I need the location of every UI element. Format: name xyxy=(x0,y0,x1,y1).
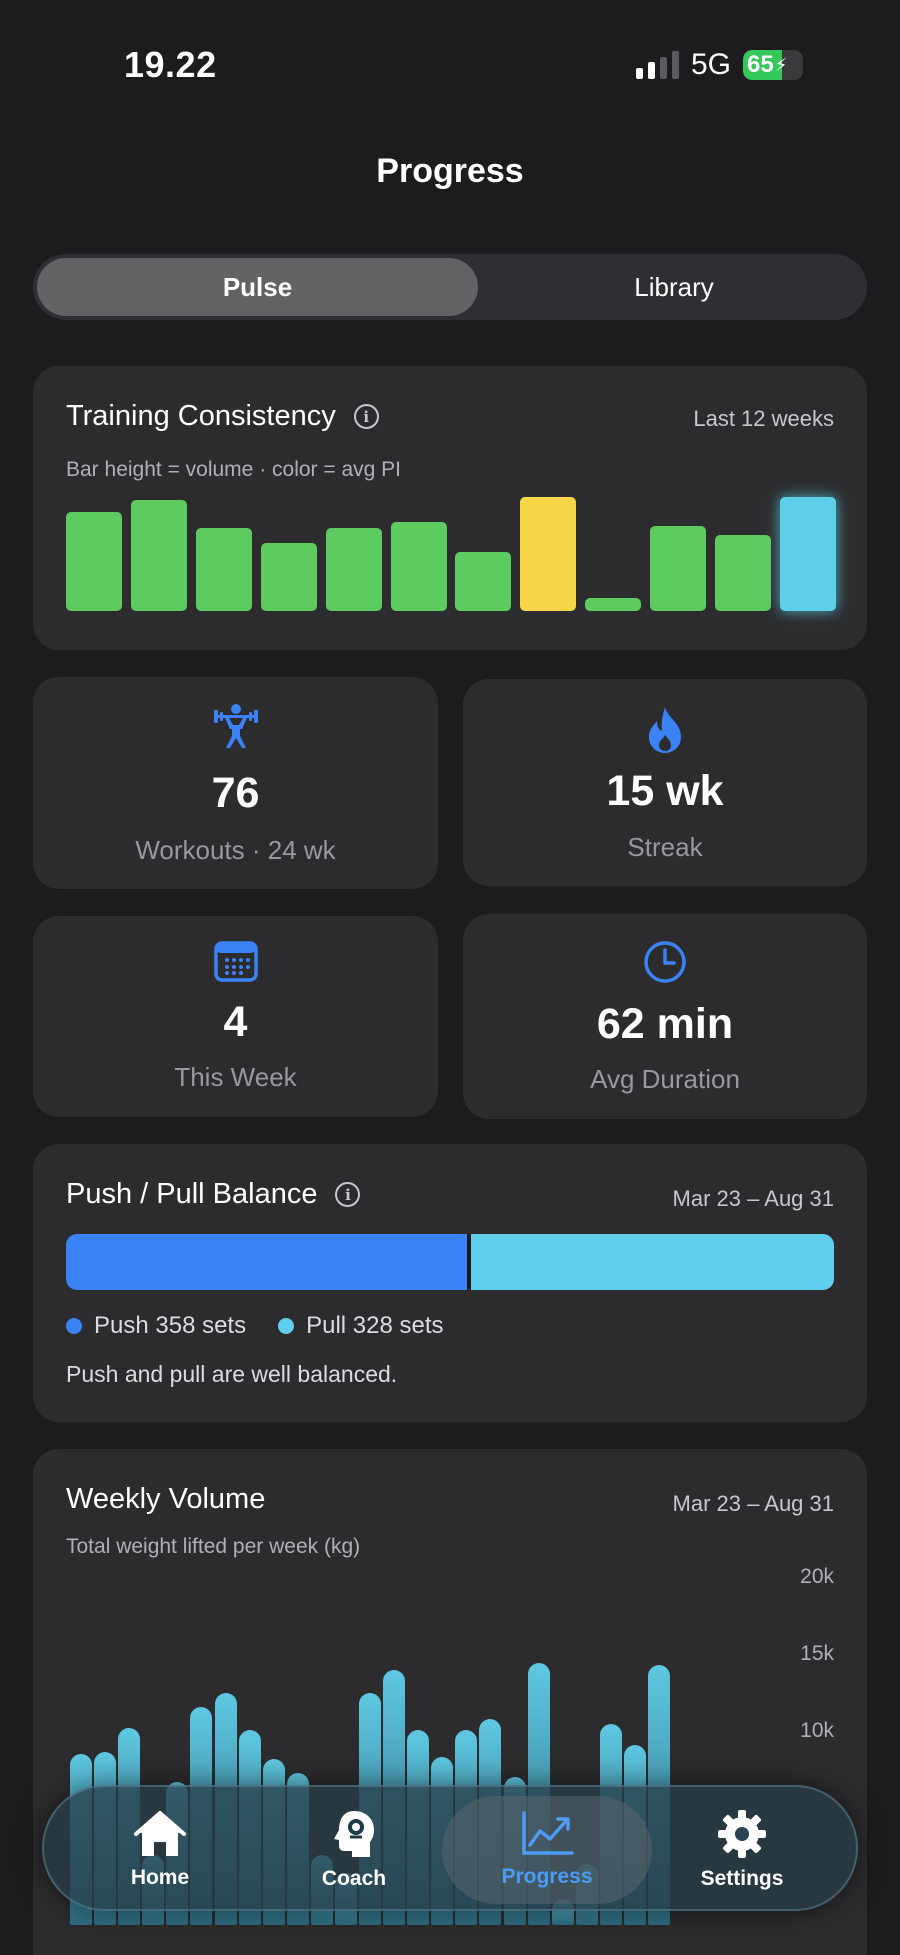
weekly-volume-range: Mar 23 – Aug 31 xyxy=(672,1491,834,1516)
consistency-bar xyxy=(585,598,641,611)
weekly-volume-title: Weekly Volume xyxy=(66,1483,265,1516)
consistency-bar xyxy=(131,500,187,611)
legend-pull: Pull 328 sets xyxy=(278,1312,444,1340)
stat-card-avg-duration: 62 min Avg Duration xyxy=(463,914,867,1119)
calendar-icon xyxy=(33,940,438,982)
consistency-bar xyxy=(66,512,122,611)
chart-line-icon xyxy=(522,1811,574,1855)
balance-legend: Push 358 sets Pull 328 sets xyxy=(66,1312,444,1340)
consistency-subtitle: Bar height = volume · color = avg PI xyxy=(66,458,402,481)
this-week-value: 4 xyxy=(223,998,248,1046)
brain-head-icon xyxy=(334,1811,374,1857)
consistency-bar xyxy=(650,526,706,611)
house-icon xyxy=(134,1811,186,1856)
pull-dot xyxy=(278,1318,295,1334)
tab-settings[interactable]: Settings xyxy=(642,1787,842,1913)
consistency-chart xyxy=(66,496,836,611)
legend-push: Push 358 sets xyxy=(66,1312,246,1340)
this-week-label: This Week xyxy=(174,1062,297,1092)
avg-duration-value: 62 min xyxy=(596,1000,734,1048)
consistency-bar xyxy=(455,552,511,611)
consistency-bar xyxy=(261,543,317,611)
consistency-bar xyxy=(715,535,771,611)
tab-progress[interactable]: Progress xyxy=(442,1796,652,1904)
y-tick-15k: 15k xyxy=(800,1642,834,1665)
consistency-bar xyxy=(520,497,576,611)
y-tick-10k: 10k xyxy=(800,1719,834,1742)
balance-divider xyxy=(466,1234,471,1290)
balance-range: Mar 23 – Aug 31 xyxy=(672,1186,834,1211)
weekly-volume-subtitle: Total weight lifted per week (kg) xyxy=(66,1535,361,1558)
status-indicators: 5G 65 ⚡ xyxy=(636,48,804,82)
stat-card-streak: 15 wk Streak xyxy=(463,679,867,886)
balance-bar xyxy=(66,1234,834,1290)
segmented-control: Pulse Library xyxy=(33,254,867,320)
tab-home[interactable]: Home xyxy=(60,1787,260,1913)
signal-icon xyxy=(636,51,679,79)
weekly-volume-title-text: Weekly Volume xyxy=(66,1483,266,1515)
workouts-label: Workouts · 24 wk xyxy=(135,835,336,865)
tab-bar: Home Coach Progress xyxy=(42,1785,858,1911)
pull-segment xyxy=(470,1234,834,1290)
segment-library[interactable]: Library xyxy=(634,271,714,302)
network-type: 5G xyxy=(691,48,732,81)
stat-card-this-week: 4 This Week xyxy=(33,916,438,1117)
tab-coach-label: Coach xyxy=(321,1867,387,1890)
segment-pulse[interactable]: Pulse xyxy=(37,258,478,316)
push-dot xyxy=(66,1318,82,1334)
page-title: Progress xyxy=(376,152,524,190)
weightlifter-icon xyxy=(33,701,438,751)
balance-header: Push / Pull Balance i xyxy=(66,1178,361,1211)
streak-value: 15 wk xyxy=(606,767,724,815)
consistency-bar xyxy=(326,528,382,611)
charging-bolt-icon: ⚡ xyxy=(774,54,788,75)
training-consistency-card: Training Consistency i Last 12 weeks Bar… xyxy=(33,366,867,650)
consistency-bar xyxy=(196,528,252,611)
tab-settings-label: Settings xyxy=(700,1867,784,1890)
tab-coach[interactable]: Coach xyxy=(254,1787,454,1913)
pull-label: Pull 328 sets xyxy=(306,1312,444,1339)
tab-home-label: Home xyxy=(130,1866,190,1889)
gear-icon xyxy=(718,1810,766,1858)
consistency-title: Training Consistency xyxy=(66,400,336,432)
workouts-value: 76 xyxy=(211,769,260,817)
consistency-bar xyxy=(391,522,447,611)
flame-icon xyxy=(463,705,867,755)
balance-title: Push / Pull Balance xyxy=(66,1178,318,1210)
battery-level: 65 xyxy=(747,51,774,78)
tab-progress-label: Progress xyxy=(501,1865,593,1888)
info-icon[interactable]: i xyxy=(353,404,379,429)
balance-note: Push and pull are well balanced. xyxy=(66,1361,398,1387)
status-time: 19.22 xyxy=(124,44,217,85)
push-label: Push 358 sets xyxy=(94,1312,247,1339)
consistency-range: Last 12 weeks xyxy=(693,406,834,431)
battery-icon: 65 ⚡ xyxy=(743,50,804,80)
y-tick-20k: 20k xyxy=(800,1565,834,1588)
avg-duration-label: Avg Duration xyxy=(590,1064,740,1094)
stat-card-workouts: 76 Workouts · 24 wk xyxy=(33,677,438,889)
consistency-bar xyxy=(780,497,836,611)
clock-icon xyxy=(463,940,867,984)
info-icon[interactable]: i xyxy=(335,1182,361,1207)
streak-label: Streak xyxy=(627,832,703,862)
push-segment xyxy=(66,1234,467,1290)
push-pull-balance-card: Push / Pull Balance i Mar 23 – Aug 31 Pu… xyxy=(33,1144,867,1422)
consistency-header: Training Consistency i xyxy=(66,400,379,433)
